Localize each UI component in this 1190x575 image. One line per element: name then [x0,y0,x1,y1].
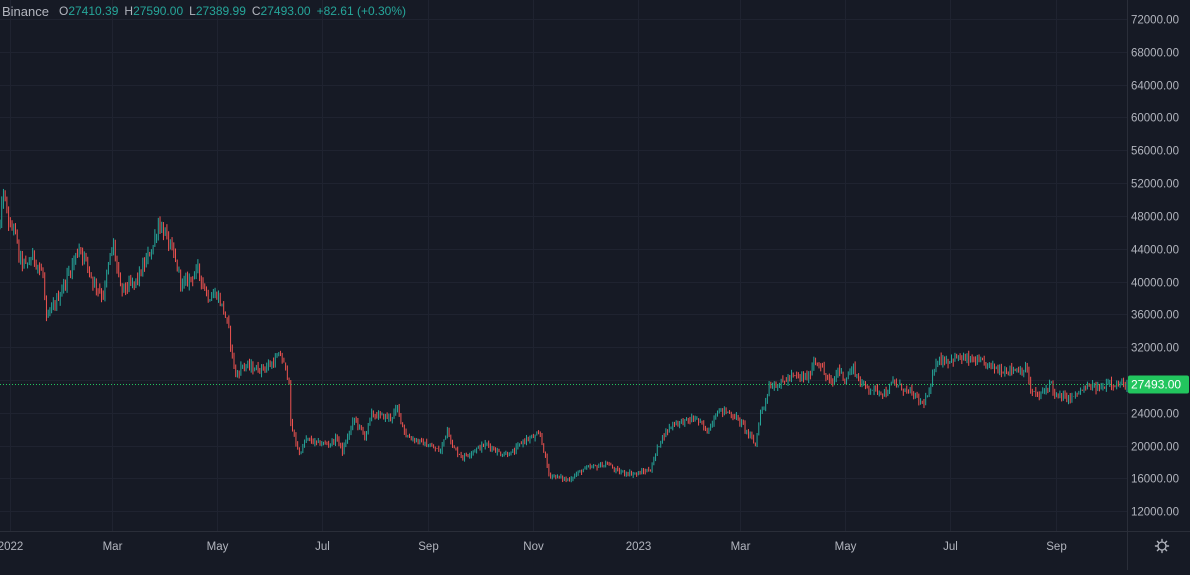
x-tick-label: Mar [731,541,751,553]
x-tick-label: Jul [315,541,330,553]
y-tick-label: 56000.00 [1131,146,1179,158]
current-price-label-text: 27493.00 [1131,378,1181,392]
y-tick-label: 16000.00 [1131,474,1179,486]
low-group: L27389.99 [189,4,246,18]
y-tick-label: 40000.00 [1131,278,1179,290]
high-label: H [124,4,134,18]
exchange-name: Binance [2,3,49,19]
x-tick-label: Nov [523,541,544,553]
high-group: H27590.00 [124,4,183,18]
y-tick-label: 32000.00 [1131,343,1179,355]
x-tick-label: 2023 [626,541,652,553]
open-group: O27410.39 [59,4,118,18]
y-tick-label: 20000.00 [1131,442,1179,454]
x-tick-label: Mar [103,541,123,553]
y-tick-label: 24000.00 [1131,409,1179,421]
change-value: +82.61 (+0.30%) [316,4,407,18]
x-tick-label: May [207,541,229,553]
x-tick-label: May [835,541,857,553]
y-tick-label: 48000.00 [1131,212,1179,224]
y-tick-label: 44000.00 [1131,245,1179,257]
x-tick-label: Sep [418,541,438,553]
y-tick-label: 52000.00 [1131,179,1179,191]
current-price-label: 27493.00 [1128,375,1189,394]
x-tick-label: 2022 [0,541,23,553]
close-label: C [251,4,261,18]
close-group: C27493.00 [252,4,311,18]
settings-gear-icon[interactable] [1154,538,1170,554]
x-tick-label: Sep [1046,541,1066,553]
high-value: 27590.00 [133,4,184,18]
y-tick-label: 68000.00 [1131,48,1179,60]
time-axis[interactable]: 2022 Mar May Jul Sep Nov 2023 Mar May Jul Sep [0,541,1067,553]
ohlc-legend: Binance O27410.39 H27590.00 L27389.99 C2… [2,2,406,20]
y-tick-label: 36000.00 [1131,310,1179,322]
current-price-label-bg [1128,375,1189,394]
open-label: O [58,4,69,18]
y-tick-label: 72000.00 [1131,15,1179,27]
low-label: L [189,4,196,18]
low-value: 27389.99 [195,4,246,18]
y-tick-label: 12000.00 [1131,507,1179,519]
x-tick-label: Jul [943,541,958,553]
y-tick-label: 64000.00 [1131,81,1179,93]
open-value: 27410.39 [68,4,119,18]
candles [0,188,1128,483]
close-value: 27493.00 [260,4,311,18]
y-tick-label: 60000.00 [1131,113,1179,125]
